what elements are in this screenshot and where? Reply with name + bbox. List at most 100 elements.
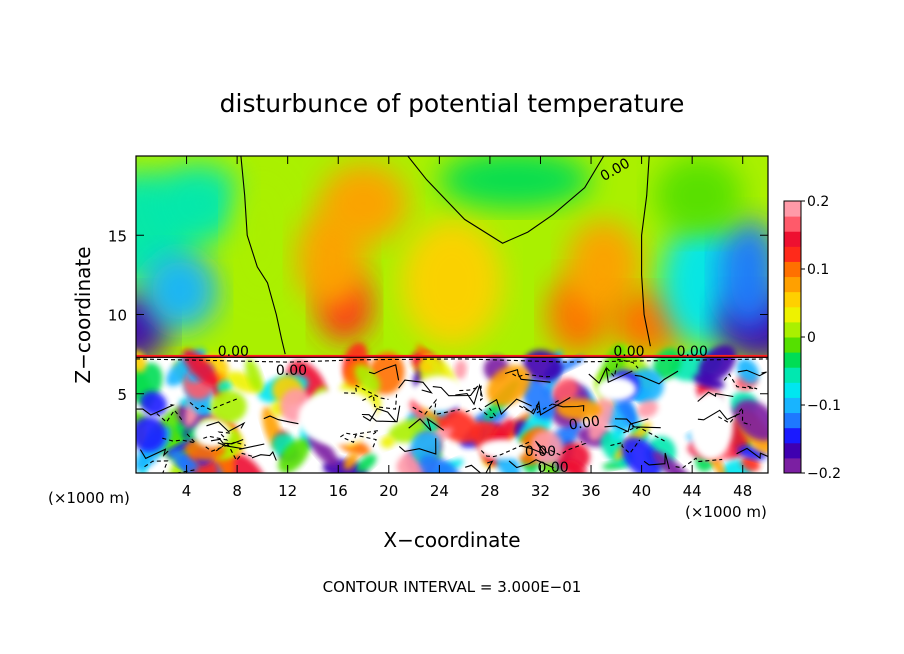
contour-line [519, 398, 561, 414]
x-tick-label: 16 [329, 482, 348, 500]
field-patch [155, 163, 244, 244]
contour-interval-note: CONTOUR INTERVAL = 3.000E−01 [323, 578, 582, 596]
field-patch [652, 451, 694, 473]
x-tick-label: 32 [531, 482, 550, 500]
field-patch [210, 390, 247, 424]
field-patch [230, 171, 294, 299]
y-axis: 5 10 15 [108, 227, 768, 404]
contour-line [623, 426, 667, 443]
colorbar-segment [784, 367, 801, 383]
contour-line [412, 398, 460, 416]
field-patch [530, 430, 564, 465]
contour-line [217, 442, 265, 450]
contour-line [480, 441, 531, 458]
contour-line [398, 379, 433, 394]
field-patch [552, 378, 579, 404]
contour-line [203, 431, 233, 441]
x-axis: 4 8 12 16 20 24 28 32 36 40 44 48 [182, 156, 752, 500]
colorbar-segment [784, 427, 801, 444]
field-patch [380, 435, 395, 449]
colorbar-segment [784, 231, 801, 247]
colorbar-segment [784, 442, 801, 459]
contour-line [675, 457, 723, 469]
plot-area [136, 156, 768, 473]
field-patch [140, 391, 167, 416]
colorbar-segment [784, 337, 801, 353]
colorbar-segment [784, 216, 801, 232]
contour-line [210, 438, 244, 445]
field-patch [169, 450, 199, 471]
contour-line [432, 385, 479, 397]
contour-line [512, 373, 551, 378]
contour-label: 0.00 [568, 413, 601, 433]
contour-line [697, 391, 734, 402]
field-patch [307, 432, 338, 467]
colorbar-tick-label: 0.1 [807, 262, 829, 278]
field-patch [319, 163, 408, 244]
contour-line [362, 394, 398, 410]
colorbar-tick-label: 0 [807, 330, 816, 346]
field-patch [354, 364, 381, 392]
field-patch [717, 219, 768, 331]
colorbar-segment [784, 246, 801, 262]
contour-line [205, 441, 246, 452]
contour-line [455, 383, 483, 406]
colorbar-segment [784, 306, 801, 323]
contour-line [368, 364, 400, 381]
neutral-patch [689, 391, 734, 460]
colorbar-segment [784, 261, 801, 278]
interface-contour-dashed [136, 358, 768, 363]
contour-line [643, 452, 670, 470]
field-patch [439, 156, 591, 209]
field-patch [654, 156, 743, 236]
contour-line [344, 434, 377, 448]
field-patch [419, 362, 435, 372]
colorbar-segment [784, 382, 801, 398]
x-tick-label: 28 [480, 482, 499, 500]
colorbar-tick-label: −0.2 [807, 466, 841, 482]
contour-line [156, 409, 184, 423]
contour-line [344, 384, 389, 400]
contour-line [504, 368, 551, 383]
zero-contour-right [641, 156, 651, 347]
field-patch [401, 219, 503, 347]
field-patch [565, 460, 587, 473]
contour-line [251, 450, 277, 461]
interface-band [136, 354, 768, 358]
contour-line [189, 397, 239, 411]
contour-line [398, 438, 437, 455]
y-tick-label: 5 [117, 386, 127, 404]
contour-line [361, 405, 401, 423]
contour-line [697, 409, 741, 421]
field-patch [278, 438, 310, 473]
field-patch [182, 349, 219, 387]
neutral-patch [478, 439, 527, 460]
contour-label: 0.00 [677, 344, 708, 360]
zero-contour-top [407, 156, 605, 244]
contour-line [263, 415, 299, 425]
x-tick-label: 36 [581, 482, 600, 500]
contour-line [206, 421, 246, 433]
neutral-patch [596, 376, 637, 401]
contour-line [508, 459, 554, 469]
contour-line [139, 448, 169, 460]
contour-line [723, 373, 758, 390]
contour-label: 0.00 [538, 460, 569, 476]
lower-field [136, 342, 768, 473]
field-patch [555, 442, 590, 473]
colorbar-tick-label: −0.1 [807, 398, 841, 414]
contour-line [362, 407, 397, 422]
field-patch [356, 454, 377, 473]
field-patch [637, 400, 658, 418]
colorbar-tick-label: 0.2 [807, 194, 829, 210]
field-patch [136, 416, 166, 452]
contour-line [552, 403, 585, 412]
x-tick-label: 4 [182, 482, 192, 500]
x-unit-right: (×1000 m) [685, 503, 767, 521]
x-tick-label: 12 [278, 482, 297, 500]
contour-line [718, 406, 752, 426]
field-patch [565, 219, 642, 315]
contour-line [459, 385, 485, 402]
neutral-patch [298, 389, 379, 446]
contour-line [610, 439, 641, 455]
